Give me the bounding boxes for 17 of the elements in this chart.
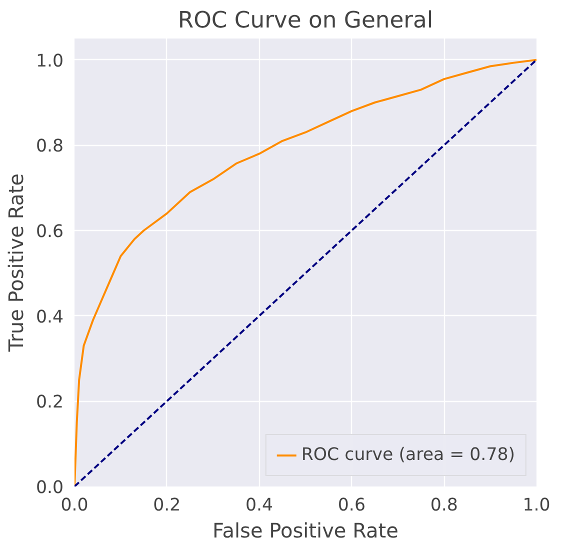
chart-title: ROC Curve on General xyxy=(178,8,434,34)
x-tick-label: 1.0 xyxy=(522,496,550,516)
x-axis-title: False Positive Rate xyxy=(212,518,398,542)
x-tick-label: 0.0 xyxy=(60,496,88,516)
x-tick-label: 0.4 xyxy=(246,496,274,516)
line-series xyxy=(74,58,536,486)
y-tick-label: 1.0 xyxy=(36,51,64,72)
x-tick-label: 0.8 xyxy=(430,496,458,516)
legend-label: ROC curve (area = 0.78) xyxy=(301,445,515,465)
y-tick-label: 0.8 xyxy=(36,136,64,157)
y-tick-label: 0.4 xyxy=(36,307,64,328)
y-tick-label: 0.2 xyxy=(36,392,64,413)
y-tick-label: 0.6 xyxy=(36,222,64,242)
x-tick-label: 0.6 xyxy=(338,496,366,516)
x-tick-label: 0.2 xyxy=(153,496,181,516)
y-axis-title: True Positive Rate xyxy=(4,173,28,353)
y-tick-label: 0.0 xyxy=(36,478,64,498)
